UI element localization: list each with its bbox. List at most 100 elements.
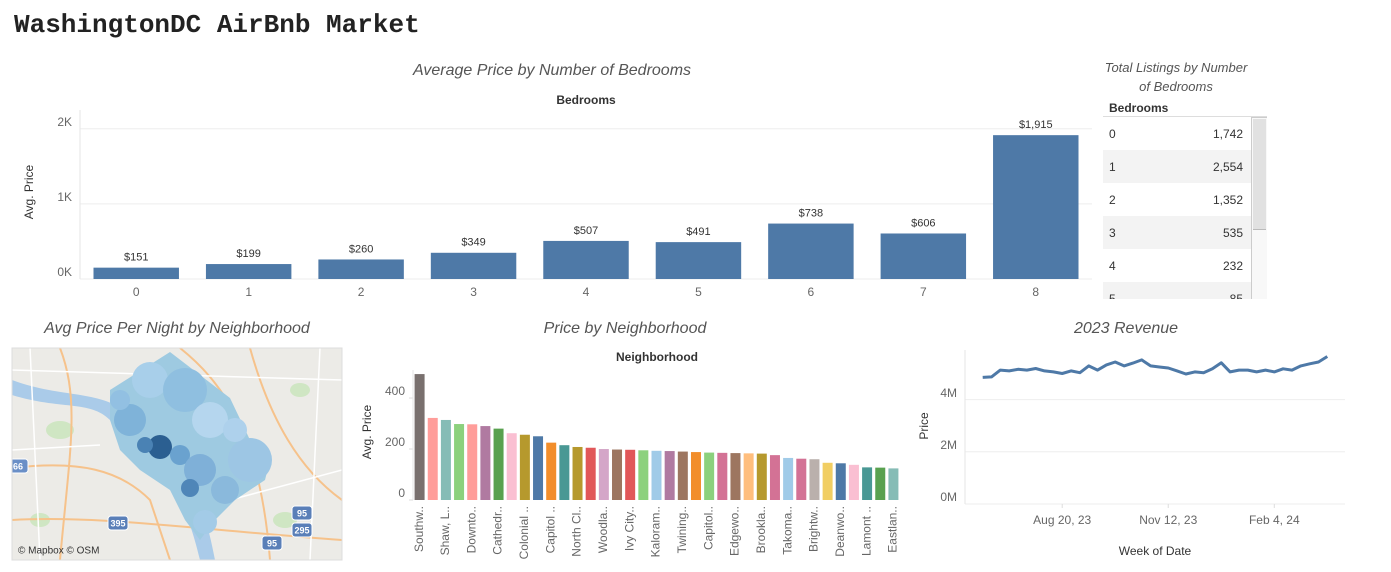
bar: [848, 464, 859, 500]
bar: [862, 467, 873, 500]
bar: [822, 462, 833, 500]
x-tick-label: 1: [245, 285, 252, 299]
scrollbar-thumb[interactable]: [1253, 119, 1266, 230]
x-tick-label: 6: [808, 285, 815, 299]
bar: [655, 242, 742, 279]
x-tick-label: 0: [133, 285, 140, 299]
x-tick-label: 3: [470, 285, 477, 299]
row-key: 0: [1109, 126, 1116, 141]
bar: [756, 453, 767, 500]
x-tick-label: 4: [583, 285, 590, 299]
x-tick-label: Shaw, L..: [438, 506, 452, 555]
bar: [993, 135, 1079, 279]
x-tick-label: Feb 4, 24: [1249, 513, 1300, 527]
bar: [414, 374, 425, 500]
y-axis-label: Avg. Price: [22, 164, 36, 219]
scrollbar[interactable]: [1251, 117, 1267, 299]
bar: [533, 436, 544, 500]
value-label: $199: [236, 248, 260, 260]
y-axis-label: Avg. Price: [360, 404, 374, 459]
table-title: Total Listings by Number of Bedrooms: [1104, 60, 1248, 94]
bar: [638, 450, 649, 500]
x-tick-label: Colonial ..: [517, 506, 531, 559]
x-tick-label: Capitol ..: [543, 506, 557, 553]
shield: [291, 522, 313, 538]
x-tick-label: Nov 12, 23: [1139, 513, 1197, 527]
row-key: 2: [1109, 192, 1116, 207]
bar: [572, 446, 583, 500]
shield-label: 95: [267, 538, 277, 548]
row-key: 3: [1109, 225, 1116, 240]
row-key: 4: [1109, 258, 1116, 273]
table-row: 2 1,352: [1103, 183, 1251, 216]
row-value: 2,554: [1212, 159, 1243, 174]
bar: [664, 451, 675, 500]
value-label: $738: [799, 207, 823, 219]
bar: [704, 452, 715, 500]
bar: [888, 468, 899, 500]
bar: [598, 449, 609, 500]
table-row: 0 1,742: [1103, 117, 1251, 150]
x-tick-label: Aug 20, 23: [1033, 513, 1091, 527]
bar: [625, 449, 636, 500]
bar: [835, 463, 846, 500]
x-tick-label: Lamont ..: [859, 506, 873, 556]
bar: [506, 433, 517, 500]
bar: [440, 419, 451, 500]
bar: [543, 240, 629, 279]
row-value: 85: [1229, 291, 1243, 300]
table-header: Bedrooms: [1109, 101, 1169, 115]
bar: [493, 428, 504, 500]
y-tick-label: 400: [385, 384, 405, 398]
y-tick-label: 200: [385, 435, 405, 449]
bar: [743, 453, 754, 500]
x-tick-label: Kaloram..: [649, 506, 663, 557]
y-tick-label: 4M: [940, 386, 957, 400]
column-header: Bedrooms: [556, 93, 616, 107]
bar: [318, 259, 404, 279]
bar: [809, 459, 820, 500]
highway-shields: 66 395 295 95 95: [12, 458, 313, 551]
dashboard-title: WashingtonDC AirBnb Market: [14, 10, 420, 40]
line: [982, 355, 1329, 379]
map-title: Avg Price Per Night by Neighborhood: [43, 320, 311, 337]
bar: [796, 458, 807, 500]
bar: [559, 445, 570, 500]
x-tick-label: Deanwo..: [833, 506, 847, 557]
shield-label: 395: [110, 518, 125, 528]
value-label: $491: [686, 226, 710, 238]
table-rows: 0 1,742 1 2,554 2 1,352 3 535 4 232 5 85: [1103, 117, 1267, 299]
row-key: 1: [1109, 159, 1116, 174]
table-row: 1 2,554: [1103, 150, 1251, 183]
map-frame: [11, 347, 343, 561]
row-value: 1,352: [1212, 192, 1243, 207]
bar: [690, 452, 701, 500]
shield-label: 295: [294, 525, 309, 535]
x-tick-label: North Cl..: [570, 506, 584, 557]
shield-label: 95: [297, 508, 307, 518]
x-tick-label: Downto..: [464, 506, 478, 553]
table-row: 5 85: [1103, 282, 1251, 299]
bar: [612, 449, 623, 500]
y-tick-label: 2K: [57, 115, 72, 129]
table-row: 3 535: [1103, 216, 1251, 249]
value-label: $606: [911, 217, 935, 229]
value-label: $507: [574, 225, 598, 237]
y-tick-label: 0: [398, 486, 405, 500]
map-attribution: © Mapbox © OSM: [18, 546, 99, 557]
bar: [519, 434, 530, 500]
shield: [261, 535, 283, 551]
bar: [467, 424, 478, 500]
x-tick-label: 7: [920, 285, 927, 299]
bar: [651, 450, 662, 500]
y-tick-label: 0M: [940, 490, 957, 504]
y-tick-label: 2M: [940, 438, 957, 452]
chart-title: 2023 Revenue: [1073, 320, 1178, 337]
column-header: Neighborhood: [616, 350, 698, 364]
value-label: $1,915: [1019, 119, 1053, 131]
map: 66 395 295 95 95: [11, 347, 343, 561]
neighborhoods: [110, 352, 272, 540]
row-value: 535: [1222, 225, 1243, 240]
bar: [454, 424, 465, 500]
